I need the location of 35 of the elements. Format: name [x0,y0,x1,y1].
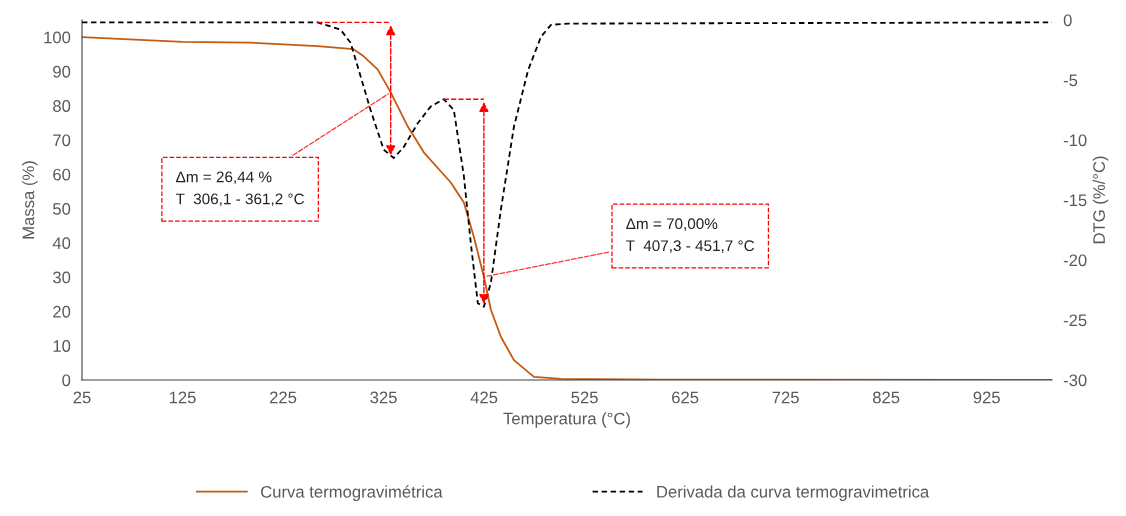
annotation: Δm = 70,00% T 407,3 - 451,7 °C [626,218,755,253]
y2-tick-label: -15 [1063,194,1087,207]
y2-tick-label: -10 [1063,134,1087,147]
y-tick-label: 90 [53,65,71,78]
x-axis-title: Temperatura (°C) [503,412,630,428]
x-tick-label: 625 [672,391,699,404]
y2-tick-label: -30 [1063,374,1087,387]
x-tick-label: 725 [772,391,799,404]
y-tick-label: 20 [53,305,71,318]
y-tick-label: 40 [52,237,71,250]
y2-tick-label: 0 [1063,14,1072,27]
x-tick-label: 825 [872,391,900,404]
y-tick-label: 80 [53,100,71,112]
y-tick-label: 0 [62,374,71,387]
y-tick-label: 10 [53,340,71,352]
y2-tick-label: -25 [1063,314,1087,327]
x-tick-label: 25 [73,391,91,404]
x-tick-label: 125 [169,391,196,404]
y-tick-label: 70 [53,134,71,147]
y-axis-title: Massa (%) [21,161,38,239]
legend-label: Curva termogravimétrica [261,485,443,501]
y-tick-label: 60 [53,168,71,181]
y-tick-label: 50 [53,202,71,215]
x-tick-label: 525 [571,391,598,404]
y2-axis-title: DTG (%/°C) [1092,156,1109,244]
y2-tick-label: -20 [1063,254,1087,267]
y-tick-label: 100 [44,31,71,44]
y2-tick-label: -5 [1063,74,1078,87]
x-tick-label: 425 [470,391,498,404]
annotation: Δm = 26,44 % T 306,1 - 361,2 °C [175,171,305,207]
x-tick-label: 225 [269,391,297,404]
y-tick-label: 30 [52,271,71,284]
legend-label: Derivada da curva termogravimetrica [657,485,930,501]
x-tick-label: 325 [370,391,397,404]
x-tick-label: 925 [973,391,1000,404]
